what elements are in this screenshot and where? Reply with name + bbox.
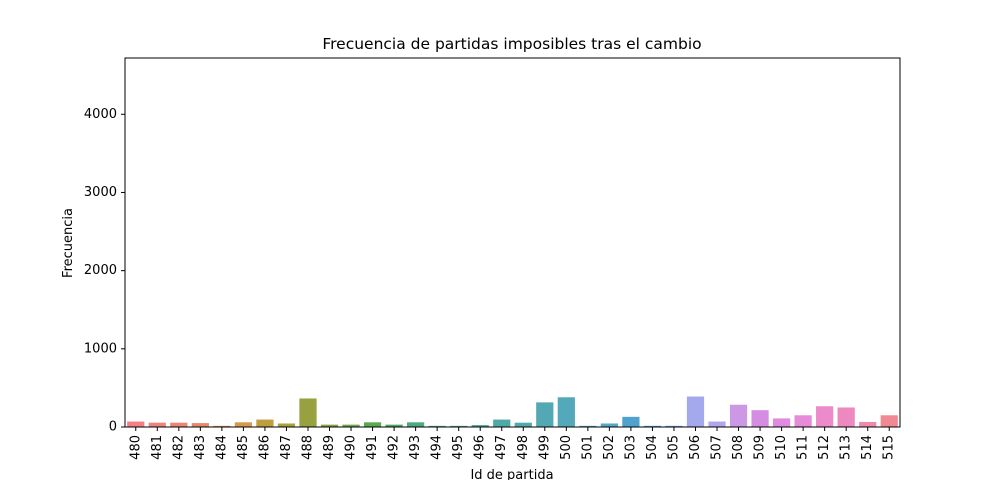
x-tick-label: 495 [451, 435, 466, 460]
y-axis: 0 1000 2000 3000 4000 [84, 107, 125, 435]
x-tick-label: 499 [537, 435, 552, 460]
x-tick-label: 511 [796, 435, 811, 460]
x-tick-label: 489 [322, 435, 337, 460]
bar-502 [600, 423, 618, 427]
x-tick-label: 488 [300, 435, 315, 460]
bar-507 [708, 421, 726, 427]
bar-508 [729, 404, 748, 427]
bar-498 [514, 422, 532, 427]
bar-494 [428, 425, 446, 427]
x-tick-label: 510 [774, 435, 789, 460]
x-tick-label: 481 [150, 435, 165, 460]
bar-489 [320, 424, 339, 427]
bar-496 [471, 425, 489, 427]
x-tick-label: 501 [580, 435, 595, 460]
bar-510 [772, 418, 791, 427]
bar-500 [557, 397, 575, 427]
x-tick-label: 496 [473, 435, 488, 460]
x-tick-label: 497 [494, 435, 509, 460]
bar-483 [191, 423, 209, 427]
bar-493 [407, 422, 425, 427]
bar-497 [493, 419, 511, 427]
bar-509 [751, 410, 769, 427]
y-tick-label: 0 [109, 420, 117, 435]
bar-492 [385, 424, 403, 427]
bar-491 [363, 422, 382, 427]
bar-481 [148, 422, 166, 427]
bar-504 [643, 425, 662, 427]
y-tick-label: 4000 [84, 107, 117, 122]
x-tick-label: 504 [645, 435, 660, 460]
x-tick-label: 498 [516, 435, 531, 460]
bar-514 [859, 421, 877, 427]
x-tick-label: 484 [214, 435, 229, 460]
x-tick-label: 487 [279, 435, 294, 460]
x-tick-label: 506 [688, 435, 703, 460]
x-tick-label: 503 [623, 435, 638, 460]
x-tick-label: 480 [128, 435, 143, 460]
plot-frame [124, 57, 901, 428]
x-tick-label: 486 [257, 435, 272, 460]
x-tick-label: 513 [839, 435, 854, 460]
x-tick-label: 500 [559, 435, 574, 460]
bar-505 [665, 425, 683, 427]
x-tick-label: 494 [430, 435, 445, 460]
bar-515 [880, 415, 898, 427]
bar-480 [127, 421, 145, 427]
x-tick-label: 485 [236, 435, 251, 460]
bar-506 [686, 396, 705, 427]
x-tick-label: 482 [171, 435, 186, 460]
bar-490 [342, 424, 360, 427]
bar-495 [450, 425, 468, 427]
x-tick-label: 502 [602, 435, 617, 460]
x-tick-label: 515 [882, 435, 897, 460]
bar-511 [794, 415, 812, 427]
bar-485 [234, 422, 253, 427]
bar-488 [299, 398, 317, 427]
x-tick-label: 507 [710, 435, 725, 460]
x-axis: 480 481 482 483 484 485 486 487 488 489 490 491 492 4… [128, 427, 897, 460]
x-tick-label: 491 [365, 435, 380, 460]
x-tick-label: 505 [666, 435, 681, 460]
x-tick-label: 509 [753, 435, 768, 460]
bar-512 [816, 406, 834, 427]
bar-513 [837, 407, 855, 427]
x-tick-label: 483 [193, 435, 208, 460]
x-axis-label: Id de partida [470, 468, 553, 480]
bar-501 [579, 425, 597, 427]
bar-486 [256, 419, 274, 427]
x-tick-label: 508 [731, 435, 746, 460]
bar-484 [213, 425, 231, 427]
bar-503 [622, 416, 640, 427]
y-axis-label: Frecuencia [61, 208, 76, 278]
y-tick-label: 1000 [84, 341, 117, 356]
x-tick-label: 514 [860, 435, 875, 460]
x-tick-label: 490 [344, 435, 359, 460]
y-tick-label: 3000 [84, 185, 117, 200]
bar-499 [536, 402, 554, 427]
bar-487 [277, 423, 296, 427]
bars-group [127, 396, 898, 427]
bar-482 [170, 422, 188, 427]
x-tick-label: 492 [387, 435, 402, 460]
y-tick-label: 2000 [84, 263, 117, 278]
x-tick-label: 493 [408, 435, 423, 460]
x-tick-label: 512 [817, 435, 832, 460]
chart-title: Frecuencia de partidas imposibles tras e… [322, 35, 701, 53]
